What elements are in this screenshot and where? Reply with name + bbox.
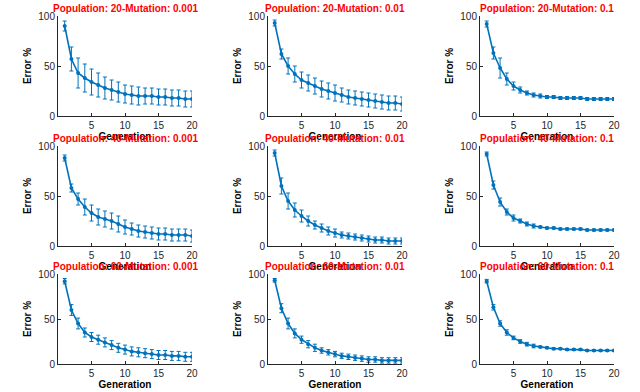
svg-text:15: 15 [575,250,587,261]
svg-text:10: 10 [541,250,553,261]
svg-text:Generation: Generation [521,379,574,390]
svg-text:5: 5 [89,120,95,131]
svg-text:0: 0 [49,241,55,252]
svg-text:15: 15 [363,120,375,131]
svg-text:15: 15 [153,120,165,131]
svg-text:Population: 40-Mutation: 0.01: Population: 40-Mutation: 0.01 [265,133,405,144]
svg-text:20: 20 [608,120,620,131]
svg-text:15: 15 [363,368,375,379]
svg-text:100: 100 [460,11,477,22]
svg-text:Error %: Error % [444,178,455,214]
svg-text:Population: 60-Mutation: 0.1: Population: 60-Mutation: 0.1 [480,261,614,272]
svg-text:0: 0 [259,241,265,252]
svg-text:100: 100 [248,269,265,280]
svg-text:Population: 20-Mutation: 0.001: Population: 20-Mutation: 0.001 [53,3,198,14]
svg-text:50: 50 [44,61,56,72]
svg-text:Error %: Error % [444,301,455,337]
svg-text:10: 10 [329,120,341,131]
svg-text:10: 10 [329,368,341,379]
svg-text:20: 20 [186,120,198,131]
svg-text:100: 100 [38,11,55,22]
svg-text:Population: 40-Mutation: 0.001: Population: 40-Mutation: 0.001 [53,133,198,144]
svg-text:20: 20 [396,250,408,261]
svg-text:10: 10 [541,120,553,131]
svg-text:15: 15 [153,250,165,261]
svg-text:10: 10 [119,250,131,261]
svg-text:5: 5 [89,368,95,379]
svg-text:5: 5 [89,250,95,261]
svg-text:Error %: Error % [22,301,33,337]
svg-text:Population: 20-Mutation: 0.1: Population: 20-Mutation: 0.1 [480,3,614,14]
svg-text:20: 20 [396,120,408,131]
svg-text:50: 50 [44,191,56,202]
svg-text:0: 0 [471,359,477,370]
svg-text:Error %: Error % [22,48,33,84]
svg-text:Generation: Generation [99,261,152,272]
svg-text:Generation: Generation [99,379,152,390]
svg-text:Error %: Error % [22,178,33,214]
svg-text:100: 100 [460,141,477,152]
svg-text:15: 15 [153,368,165,379]
svg-text:20: 20 [396,368,408,379]
svg-text:15: 15 [575,120,587,131]
svg-text:20: 20 [186,368,198,379]
svg-text:50: 50 [466,61,478,72]
svg-text:Generation: Generation [309,379,362,390]
svg-text:100: 100 [38,269,55,280]
svg-text:0: 0 [471,111,477,122]
svg-text:20: 20 [608,250,620,261]
svg-text:Error %: Error % [232,48,243,84]
svg-text:10: 10 [329,250,341,261]
svg-text:Generation: Generation [521,131,574,142]
svg-text:0: 0 [471,241,477,252]
svg-text:0: 0 [49,359,55,370]
svg-text:15: 15 [363,250,375,261]
svg-text:15: 15 [575,368,587,379]
svg-text:50: 50 [466,191,478,202]
svg-text:Generation: Generation [309,261,362,272]
svg-text:Population: 40-Mutation: 0.1: Population: 40-Mutation: 0.1 [480,133,614,144]
svg-text:Population: 20-Mutation: 0.01: Population: 20-Mutation: 0.01 [265,3,405,14]
svg-text:10: 10 [541,368,553,379]
svg-text:50: 50 [466,314,478,325]
svg-text:0: 0 [259,359,265,370]
svg-text:Population: 60-Mutation: 0.001: Population: 60-Mutation: 0.001 [53,261,198,272]
svg-text:10: 10 [119,368,131,379]
svg-text:5: 5 [299,250,305,261]
svg-text:5: 5 [511,250,517,261]
svg-text:100: 100 [460,269,477,280]
svg-text:5: 5 [511,368,517,379]
svg-text:20: 20 [608,368,620,379]
svg-text:Error %: Error % [232,301,243,337]
svg-text:Error %: Error % [444,48,455,84]
svg-text:0: 0 [259,111,265,122]
svg-text:50: 50 [254,314,266,325]
svg-text:100: 100 [248,141,265,152]
svg-text:50: 50 [254,191,266,202]
svg-text:5: 5 [299,368,305,379]
svg-text:Generation: Generation [99,131,152,142]
svg-text:5: 5 [511,120,517,131]
svg-text:0: 0 [49,111,55,122]
svg-text:100: 100 [248,11,265,22]
svg-text:100: 100 [38,141,55,152]
svg-text:5: 5 [299,120,305,131]
svg-text:50: 50 [254,61,266,72]
svg-text:20: 20 [186,250,198,261]
svg-text:50: 50 [44,314,56,325]
svg-text:Generation: Generation [521,261,574,272]
svg-text:Error %: Error % [232,178,243,214]
svg-text:Population: 60-Mutation: 0.01: Population: 60-Mutation: 0.01 [265,261,405,272]
svg-text:10: 10 [119,120,131,131]
svg-text:Generation: Generation [309,131,362,142]
